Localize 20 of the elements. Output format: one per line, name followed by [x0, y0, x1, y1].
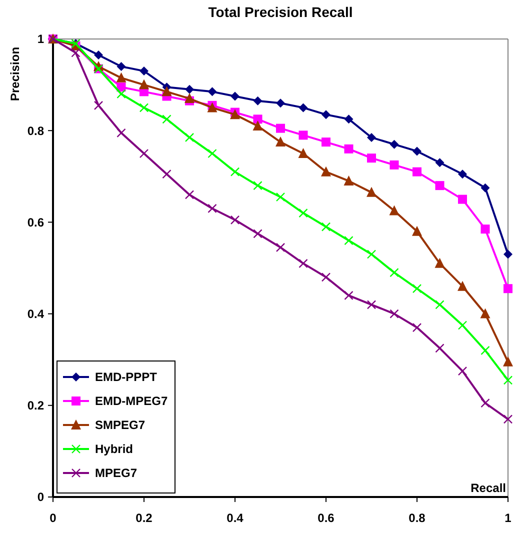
legend-label: EMD-MPEG7	[95, 394, 168, 408]
x-tick-label: 0.2	[136, 511, 153, 525]
chart-title: Total Precision Recall	[208, 4, 353, 20]
x-tick-label: 1	[504, 511, 512, 525]
y-tick-label: 0.8	[27, 124, 44, 138]
y-tick-label: 1	[37, 32, 44, 46]
x-tick-label: 0	[50, 511, 57, 525]
x-tick-label: 0.8	[408, 511, 426, 525]
legend-label: SMPEG7	[95, 418, 146, 432]
y-axis-title: Precision	[8, 46, 22, 101]
y-tick-label: 0.6	[27, 215, 44, 230]
x-tick-label: 0.4	[226, 511, 244, 525]
y-tick-label: 0.2	[27, 398, 44, 413]
x-tick-label: 0.6	[318, 511, 335, 525]
y-tick-label: 0	[37, 490, 44, 504]
legend-label: Hybrid	[95, 442, 134, 456]
legend-label: MPEG7	[95, 466, 138, 480]
x-axis-title: Recall	[470, 481, 506, 495]
legend-label: EMD-PPPT	[95, 370, 158, 384]
y-tick-label: 0.4	[27, 307, 44, 321]
